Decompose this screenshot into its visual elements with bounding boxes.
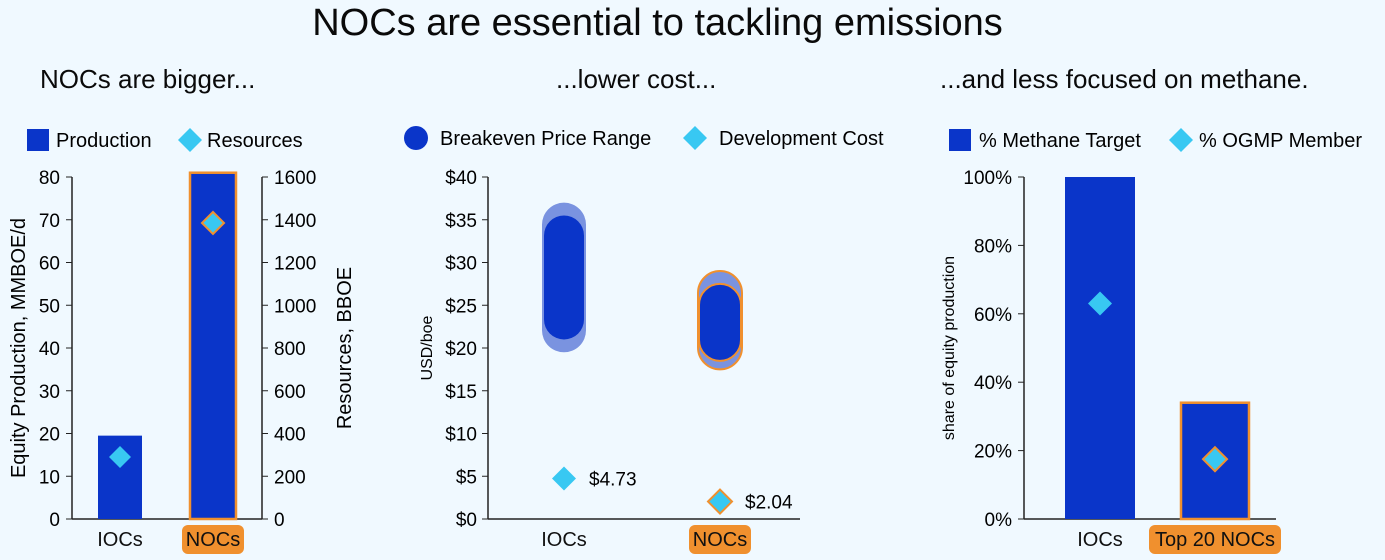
chart3-subtitle: ...and less focused on methane. [940, 64, 1309, 94]
chart1-diamond-iocs [109, 446, 131, 469]
chart2-y-tick-label: $30 [445, 254, 477, 275]
chart2-y-tick-label: $15 [445, 382, 477, 403]
chart2-y-tick-label: $0 [456, 510, 477, 531]
chart1-y-tick-label: 30 [39, 382, 60, 403]
chart1-y2-tick-label: 200 [274, 467, 306, 488]
chart3-y-tick-label: 60% [974, 305, 1012, 326]
chart3-y-axis-title: share of equity production [941, 256, 958, 440]
chart1-y-tick-label: 40 [39, 339, 60, 360]
chart1-x-label-nocs-highlight [182, 525, 244, 554]
chart3-y-tick-label: 40% [974, 373, 1012, 394]
chart1-y2-tick-label: 1400 [274, 211, 316, 232]
chart3-y-tick-label: 20% [974, 442, 1012, 463]
chart3-y-tick-label: 0% [985, 510, 1013, 531]
chart2-x-label-iocs: IOCs [541, 529, 587, 551]
chart3-x-label-iocs: IOCs [1077, 529, 1123, 551]
legend-label-methane-target: % Methane Target [979, 130, 1141, 152]
chart3-y-tick-label: 100% [963, 168, 1012, 189]
chart1-y2-axis-title: Resources, BBOE [334, 267, 356, 429]
legend-label-resources: Resources [207, 130, 303, 152]
legend-marker-ogmp [1169, 128, 1193, 152]
chart1-y-tick-label: 0 [49, 510, 60, 531]
chart2-x-label-nocs-highlight [689, 525, 751, 554]
chart1-y-tick-label: 20 [39, 425, 60, 446]
chart2-y-axis-title: USD/boe [419, 315, 436, 380]
chart2-diamond-iocs [552, 466, 576, 491]
chart3-diamond-top-20-nocs [1201, 445, 1229, 473]
chart1-y2-tick-label: 0 [274, 510, 285, 531]
legend-label-ogmp: % OGMP Member [1199, 130, 1362, 152]
legend-swatch-methane-target [949, 129, 971, 151]
chart1-diamond-nocs [200, 210, 226, 236]
chart2-subtitle: ...lower cost... [556, 64, 717, 94]
chart2-y-tick-label: $20 [445, 339, 477, 360]
legend-label-production: Production [56, 130, 152, 152]
chart3-y-tick-label: 80% [974, 236, 1012, 257]
chart1-y-tick-label: 50 [39, 296, 60, 317]
chart1-y-tick-label: 70 [39, 211, 60, 232]
page-title: NOCs are essential to tackling emissions [312, 2, 1003, 44]
chart3-bar-iocs [1065, 177, 1135, 519]
chart1-y-tick-label: 10 [39, 467, 60, 488]
chart3-diamond-iocs [1088, 291, 1112, 316]
chart2-y-tick-label: $35 [445, 211, 477, 232]
chart2-x-label-nocs: NOCs [693, 529, 747, 551]
legend-label-development: Development Cost [719, 128, 884, 150]
chart1-y2-tick-label: 1600 [274, 168, 316, 189]
chart2-y-tick-label: $25 [445, 296, 477, 317]
chart3-x-label-top-20-nocs: Top 20 NOCs [1155, 529, 1275, 551]
chart2-range-inner-iocs [544, 215, 584, 340]
chart1-y-axis-title: Equity Production, MMBOE/d [8, 218, 30, 478]
chart3-x-label-top-20-nocs-highlight [1149, 525, 1281, 554]
chart1-x-label-nocs: NOCs [186, 529, 240, 551]
chart1-y2-tick-label: 400 [274, 425, 306, 446]
chart2-y-tick-label: $10 [445, 425, 477, 446]
chart1-subtitle: NOCs are bigger... [40, 64, 256, 94]
chart2-diamond-nocs [706, 488, 734, 515]
chart1-y-tick-label: 80 [39, 168, 60, 189]
chart2-y-tick-label: $5 [456, 467, 477, 488]
chart2-range-inner-nocs [698, 282, 742, 362]
chart2-y-tick-label: $40 [445, 168, 477, 189]
chart1-x-label-iocs: IOCs [97, 529, 143, 551]
chart1-y2-tick-label: 600 [274, 382, 306, 403]
chart1-y2-tick-label: 1000 [274, 296, 316, 317]
legend-marker-development [683, 126, 707, 150]
legend-label-breakeven: Breakeven Price Range [440, 128, 651, 150]
legend-swatch-production [27, 129, 49, 151]
chart1-y2-tick-label: 1200 [274, 254, 316, 275]
chart1-y2-tick-label: 800 [274, 339, 306, 360]
chart1-y-tick-label: 60 [39, 254, 60, 275]
chart2-data-label-iocs: $4.73 [589, 470, 637, 491]
legend-marker-breakeven [404, 126, 428, 150]
legend-marker-resources [178, 128, 202, 152]
chart2-data-label-nocs: $2.04 [745, 493, 793, 514]
